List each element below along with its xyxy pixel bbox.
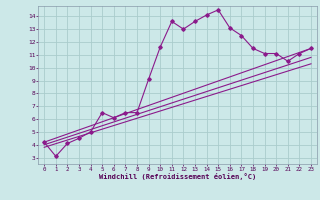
X-axis label: Windchill (Refroidissement éolien,°C): Windchill (Refroidissement éolien,°C) [99, 173, 256, 180]
